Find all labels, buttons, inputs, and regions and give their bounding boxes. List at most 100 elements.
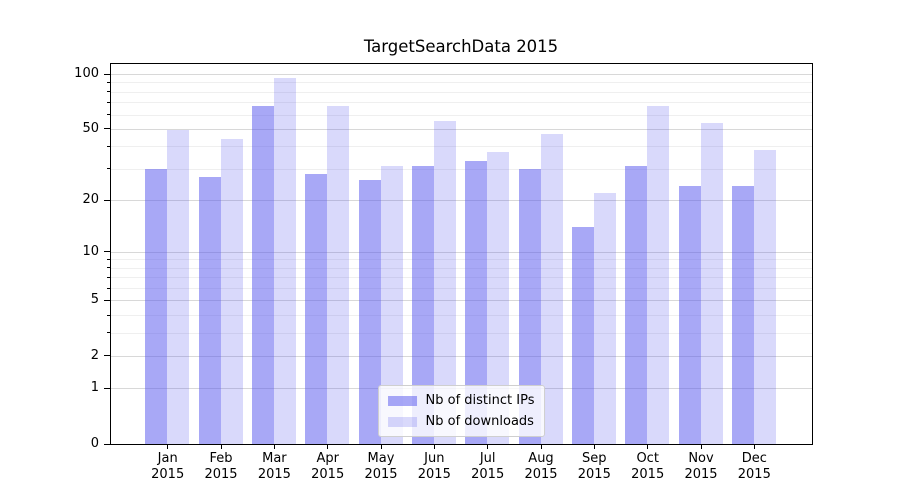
x-tick-year: 2015 bbox=[417, 466, 451, 482]
x-tick-year: 2015 bbox=[364, 466, 398, 482]
x-tick-label: Jan 2015 bbox=[138, 451, 198, 482]
x-tick-year: 2015 bbox=[737, 466, 771, 482]
x-tick-label: Jun 2015 bbox=[404, 451, 464, 482]
x-tick-year: 2015 bbox=[311, 466, 345, 482]
bar-distinct-ips-sep bbox=[571, 226, 594, 444]
x-tick-month: Sep bbox=[582, 451, 607, 466]
chart-title: TargetSearchData 2015 bbox=[363, 37, 559, 56]
minor-gridline bbox=[111, 91, 812, 93]
legend-item: Nb of distinct IPs bbox=[387, 393, 535, 408]
legend: Nb of distinct IPs Nb of downloads bbox=[377, 385, 546, 437]
x-tick-month: Dec bbox=[741, 451, 767, 466]
bar-downloads-apr bbox=[327, 105, 350, 444]
y-tick-label: 0 bbox=[90, 436, 99, 451]
bar-downloads-sep bbox=[593, 192, 616, 444]
y-tick-mark bbox=[104, 355, 110, 357]
x-tick-month: Jun bbox=[424, 451, 445, 466]
x-tick-label: May 2015 bbox=[351, 451, 411, 482]
y-tick-label: 50 bbox=[82, 120, 99, 136]
bar-downloads-nov bbox=[700, 122, 723, 444]
legend-swatch bbox=[387, 416, 417, 427]
x-tick-label: Dec 2015 bbox=[724, 451, 784, 482]
x-tick-month: Feb bbox=[209, 451, 233, 466]
x-tick-label: Aug 2015 bbox=[511, 451, 571, 482]
x-tick-year: 2015 bbox=[257, 466, 291, 482]
y-tick-mark bbox=[104, 443, 110, 445]
x-tick-mark bbox=[433, 444, 435, 449]
bar-downloads-may bbox=[380, 166, 403, 444]
y-tick-mark bbox=[104, 387, 110, 389]
x-tick-month: May bbox=[367, 451, 395, 466]
y-tick-label: 20 bbox=[82, 192, 99, 207]
x-tick-mark bbox=[220, 444, 222, 449]
x-tick-month: Aug bbox=[528, 451, 554, 466]
x-tick-month: Oct bbox=[636, 451, 659, 466]
minor-gridline bbox=[111, 315, 812, 316]
bar-downloads-jan bbox=[167, 130, 190, 444]
y-minor-tick-mark bbox=[107, 168, 110, 170]
y-minor-tick-mark bbox=[107, 81, 110, 83]
y-tick-mark bbox=[104, 128, 110, 130]
x-tick-year: 2015 bbox=[524, 466, 558, 482]
x-tick-mark bbox=[700, 444, 702, 449]
y-minor-tick-mark bbox=[107, 101, 110, 103]
major-gridline bbox=[111, 355, 812, 357]
minor-gridline bbox=[111, 114, 812, 116]
bar-distinct-ips-jul bbox=[465, 161, 488, 444]
bar-distinct-ips-aug bbox=[518, 168, 541, 444]
major-gridline bbox=[111, 251, 812, 253]
minor-gridline bbox=[111, 277, 812, 279]
bar-distinct-ips-feb bbox=[198, 176, 221, 444]
minor-gridline bbox=[111, 82, 812, 84]
y-minor-tick-mark bbox=[107, 258, 110, 260]
x-tick-mark bbox=[487, 444, 489, 449]
bar-downloads-dec bbox=[753, 150, 776, 444]
x-tick-mark bbox=[327, 444, 329, 449]
y-minor-tick-mark bbox=[107, 332, 110, 334]
x-tick-year: 2015 bbox=[577, 466, 611, 482]
x-tick-month: Nov bbox=[688, 451, 714, 466]
x-tick-label: Oct 2015 bbox=[618, 451, 678, 482]
x-tick-month: Mar bbox=[262, 451, 287, 466]
y-tick-label: 100 bbox=[74, 66, 99, 82]
minor-gridline bbox=[111, 332, 812, 334]
x-tick-mark bbox=[647, 444, 649, 449]
y-minor-tick-mark bbox=[107, 267, 110, 269]
x-tick-mark bbox=[167, 444, 169, 449]
major-gridline bbox=[111, 200, 812, 201]
bar-downloads-aug bbox=[540, 133, 563, 444]
minor-gridline bbox=[111, 259, 812, 261]
y-minor-tick-mark bbox=[107, 91, 110, 93]
y-tick-mark bbox=[104, 299, 110, 301]
minor-gridline bbox=[111, 168, 812, 170]
bar-distinct-ips-oct bbox=[625, 166, 648, 444]
bar-distinct-ips-jun bbox=[411, 166, 434, 444]
x-tick-year: 2015 bbox=[631, 466, 665, 482]
y-tick-label: 1 bbox=[90, 380, 99, 396]
minor-gridline bbox=[111, 146, 812, 148]
x-tick-year: 2015 bbox=[684, 466, 718, 482]
major-gridline bbox=[111, 300, 812, 302]
x-tick-mark bbox=[273, 444, 275, 449]
y-minor-tick-mark bbox=[107, 145, 110, 147]
x-tick-year: 2015 bbox=[151, 466, 185, 482]
x-tick-label: Nov 2015 bbox=[671, 451, 731, 482]
y-minor-tick-mark bbox=[107, 276, 110, 278]
x-tick-month: Jul bbox=[479, 451, 496, 466]
x-tick-mark bbox=[753, 444, 755, 449]
bar-distinct-ips-nov bbox=[678, 186, 701, 444]
x-tick-mark bbox=[593, 444, 595, 449]
y-tick-mark bbox=[104, 199, 110, 201]
x-tick-month: Jan bbox=[157, 451, 178, 466]
bar-downloads-feb bbox=[220, 138, 243, 444]
x-tick-year: 2015 bbox=[471, 466, 505, 482]
bar-downloads-mar bbox=[273, 78, 296, 444]
minor-gridline bbox=[111, 267, 812, 269]
y-minor-tick-mark bbox=[107, 314, 110, 316]
y-tick-mark bbox=[104, 73, 110, 75]
x-tick-month: Apr bbox=[316, 451, 339, 466]
y-tick-label: 2 bbox=[90, 347, 99, 363]
legend-label: Nb of distinct IPs bbox=[425, 393, 535, 408]
major-gridline bbox=[111, 128, 812, 130]
